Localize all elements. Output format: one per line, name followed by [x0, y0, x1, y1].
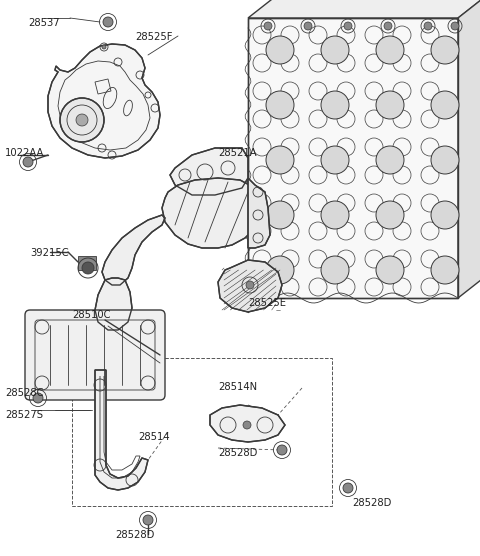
Text: 28528D: 28528D: [115, 530, 155, 540]
Polygon shape: [458, 0, 480, 298]
Polygon shape: [48, 44, 160, 158]
Polygon shape: [248, 0, 480, 18]
Circle shape: [266, 256, 294, 284]
Circle shape: [143, 515, 153, 525]
Circle shape: [266, 36, 294, 64]
Polygon shape: [210, 405, 285, 442]
Circle shape: [102, 45, 106, 49]
Circle shape: [431, 146, 459, 174]
Circle shape: [60, 98, 104, 142]
Circle shape: [243, 421, 251, 429]
Circle shape: [82, 262, 94, 274]
Text: 28528D: 28528D: [218, 448, 257, 458]
Circle shape: [266, 91, 294, 119]
Text: 28521A: 28521A: [218, 148, 257, 158]
Text: 28525E: 28525E: [248, 298, 286, 308]
Circle shape: [277, 445, 287, 455]
Text: 28514: 28514: [138, 432, 169, 442]
Circle shape: [266, 146, 294, 174]
FancyBboxPatch shape: [25, 310, 165, 400]
Circle shape: [376, 201, 404, 229]
Polygon shape: [170, 148, 248, 195]
Bar: [78, 256, 96, 270]
Text: 28528C: 28528C: [5, 388, 44, 398]
Circle shape: [431, 201, 459, 229]
Text: 28537: 28537: [28, 18, 60, 28]
Circle shape: [376, 91, 404, 119]
Circle shape: [103, 17, 113, 27]
Polygon shape: [95, 370, 148, 490]
Circle shape: [304, 22, 312, 30]
Bar: [248, 18, 458, 298]
Text: 1022AA: 1022AA: [5, 148, 44, 158]
Circle shape: [264, 22, 272, 30]
Bar: [248, 18, 458, 298]
Text: 28525F: 28525F: [135, 32, 172, 42]
Text: 28510C: 28510C: [72, 310, 110, 320]
Circle shape: [321, 146, 349, 174]
Circle shape: [33, 393, 43, 403]
Circle shape: [376, 36, 404, 64]
Circle shape: [321, 36, 349, 64]
Polygon shape: [162, 178, 262, 248]
Circle shape: [321, 256, 349, 284]
Circle shape: [376, 256, 404, 284]
Circle shape: [431, 36, 459, 64]
Circle shape: [23, 157, 33, 167]
Circle shape: [321, 201, 349, 229]
Circle shape: [431, 256, 459, 284]
Text: 28514N: 28514N: [218, 382, 257, 392]
Polygon shape: [95, 278, 132, 330]
Text: 28527S: 28527S: [5, 410, 43, 420]
Polygon shape: [102, 215, 165, 285]
Text: 28528D: 28528D: [352, 498, 391, 508]
Polygon shape: [248, 178, 270, 248]
Circle shape: [376, 146, 404, 174]
Circle shape: [344, 22, 352, 30]
Circle shape: [266, 201, 294, 229]
Circle shape: [384, 22, 392, 30]
Text: 39215C: 39215C: [30, 248, 69, 258]
Circle shape: [431, 91, 459, 119]
Circle shape: [246, 281, 254, 289]
Bar: [72, 358, 332, 506]
Polygon shape: [218, 260, 282, 312]
Circle shape: [76, 114, 88, 126]
Circle shape: [321, 91, 349, 119]
Circle shape: [343, 483, 353, 493]
Circle shape: [451, 22, 459, 30]
Circle shape: [424, 22, 432, 30]
